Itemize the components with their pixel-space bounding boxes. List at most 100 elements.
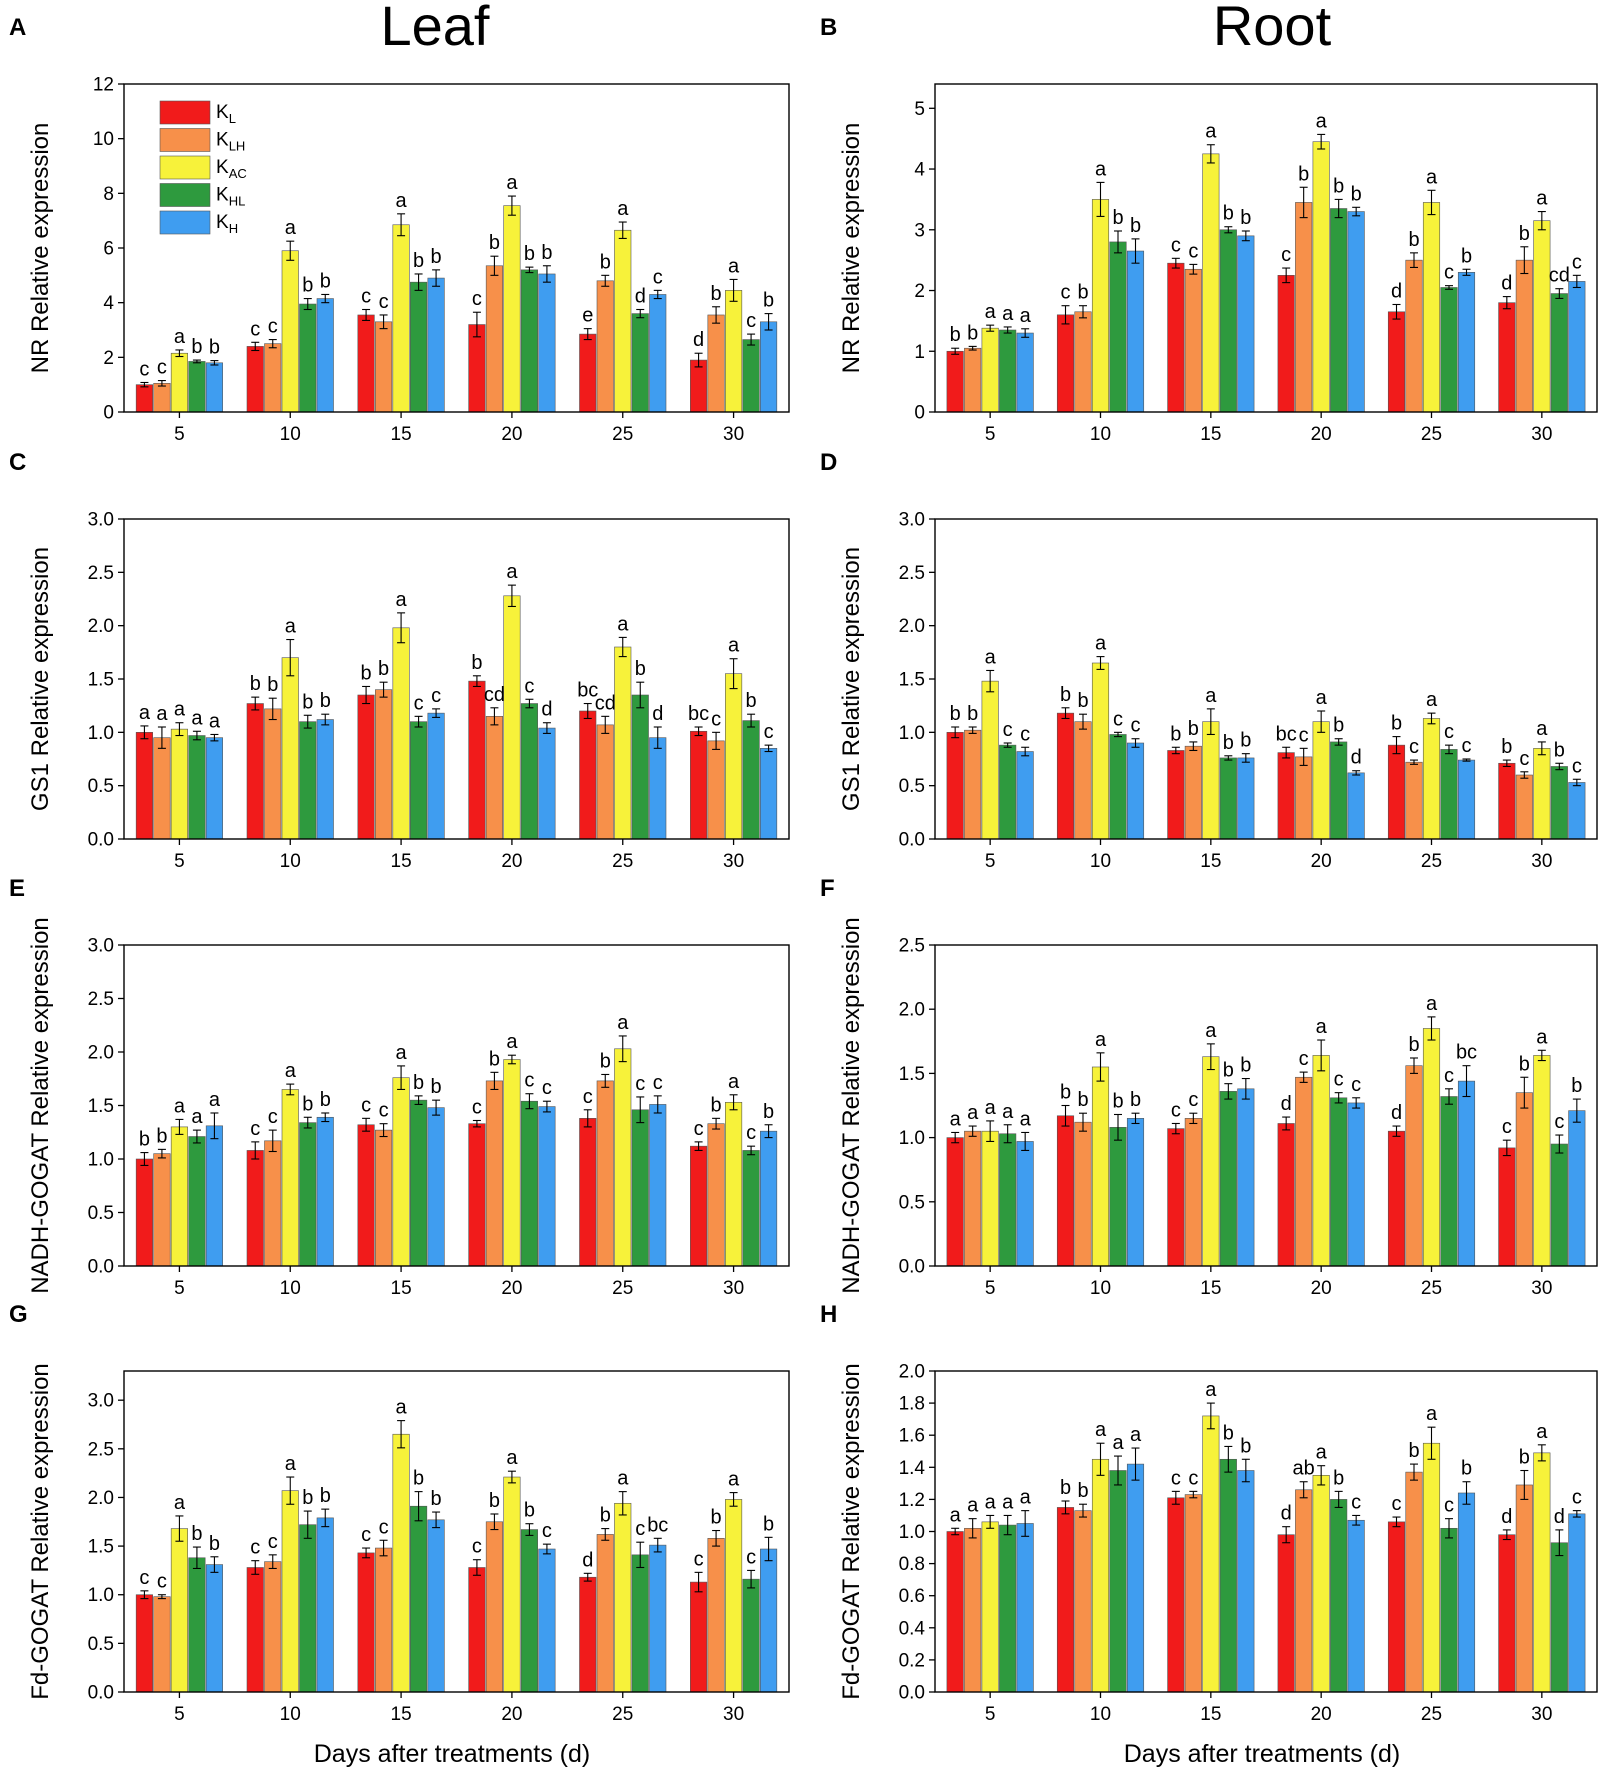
x-tick-label-e: 30: [723, 1278, 744, 1299]
bar-klh: [1295, 756, 1313, 840]
bar-kl: [1387, 1521, 1406, 1693]
significance-letter: c: [746, 1546, 756, 1568]
x-tick-label-a: 25: [612, 424, 633, 445]
significance-letter: a: [285, 1453, 297, 1475]
significance-letter: c: [379, 1516, 389, 1538]
y-axis-label-a: NR Relative expression: [27, 123, 54, 374]
significance-letter: b: [1223, 203, 1234, 225]
bar-khl: [410, 1099, 428, 1267]
bar-khl: [631, 313, 649, 413]
bar-kh: [760, 1130, 778, 1267]
x-axis-title-root: Days after treatments (d): [1124, 1740, 1400, 1768]
y-tick-label-b: 4: [914, 160, 925, 181]
bar-kl: [246, 1150, 264, 1267]
significance-letter: a: [191, 707, 203, 729]
bar-kh: [427, 1519, 445, 1693]
significance-letter: c: [472, 1096, 482, 1118]
bar-kl: [135, 1158, 153, 1267]
bar-kh: [1126, 1118, 1145, 1267]
bar-kl: [1498, 1147, 1516, 1267]
bar-kh: [1568, 782, 1586, 840]
y-tick-label-h: 0.0: [899, 1683, 925, 1704]
significance-letter: d: [1281, 1503, 1292, 1525]
significance-letter: b: [524, 243, 535, 265]
bar-klh: [1184, 1118, 1202, 1267]
bar-khl: [1109, 1127, 1127, 1267]
x-tick-label-b: 5: [985, 424, 996, 445]
significance-letter: b: [1170, 723, 1181, 745]
significance-letter: b: [1188, 718, 1199, 740]
significance-letter: c: [139, 1567, 149, 1589]
bar-klh: [153, 737, 171, 840]
significance-letter: c: [379, 1100, 389, 1122]
significance-letter: c: [250, 318, 260, 340]
bar-kl: [1498, 762, 1516, 840]
significance-letter: c: [653, 1072, 663, 1094]
y-axis-label-d: GS1 Relative expression: [838, 547, 865, 811]
bar-khl: [1550, 766, 1568, 840]
bar-kh: [1126, 250, 1145, 413]
bar-kh: [760, 1548, 778, 1693]
significance-letter: a: [1205, 1020, 1217, 1042]
significance-letter: c: [1113, 708, 1123, 730]
bar-kl: [1498, 302, 1516, 413]
x-tick-label-h: 25: [1421, 1704, 1442, 1725]
significance-letter: c: [1188, 1089, 1198, 1111]
x-tick-label-f: 5: [985, 1278, 996, 1299]
x-tick-label-a: 15: [391, 424, 412, 445]
x-tick-label-g: 5: [174, 1704, 185, 1725]
bar-kl: [135, 384, 153, 413]
legend-label-kl: KL: [216, 102, 236, 126]
bar-khl: [631, 1554, 649, 1693]
bar-khl: [742, 339, 760, 413]
bar-kh: [1237, 1088, 1255, 1267]
significance-letter: c: [1020, 723, 1030, 745]
bar-klh: [1405, 1065, 1423, 1267]
significance-letter: b: [489, 1490, 500, 1512]
significance-letter: a: [728, 635, 740, 657]
bar-khl: [999, 1133, 1017, 1267]
significance-letter: c: [361, 1094, 371, 1116]
plot-frame-b: [934, 83, 1598, 413]
panel-label-h: H: [820, 1301, 837, 1328]
bar-klh: [485, 1080, 503, 1267]
plot-frame-d: [934, 518, 1598, 840]
y-tick-label-d: 0.0: [899, 830, 925, 851]
significance-letter: b: [524, 1500, 535, 1522]
y-tick-label-c: 3.0: [88, 510, 114, 531]
bar-khl: [188, 735, 206, 840]
significance-letter: b: [361, 662, 372, 684]
y-tick-label-b: 5: [914, 99, 925, 120]
y-tick-label-f: 2.0: [899, 1000, 925, 1021]
significance-letter: a: [1316, 1442, 1328, 1464]
significance-letter: b: [1391, 713, 1402, 735]
significance-letter: a: [1205, 1379, 1217, 1401]
bar-kac: [1312, 721, 1330, 840]
significance-letter: b: [471, 652, 482, 674]
y-axis-label-g: Fd-GOGAT Relative expression: [27, 1363, 54, 1700]
significance-letter: c: [1061, 282, 1071, 304]
significance-letter: c: [472, 1536, 482, 1558]
significance-letter: d: [1554, 1506, 1565, 1528]
significance-letter: a: [728, 1071, 740, 1093]
significance-letter: c: [1572, 755, 1582, 777]
significance-letter: a: [396, 1042, 408, 1064]
plot-frame-g: [123, 1370, 790, 1693]
y-tick-label-d: 2.5: [899, 563, 925, 584]
bar-kac: [170, 352, 188, 413]
significance-letter: b: [320, 270, 331, 292]
x-tick-label-e: 25: [612, 1278, 633, 1299]
bar-kac: [392, 224, 410, 413]
significance-letter: b: [209, 1533, 220, 1555]
significance-letter: c: [1171, 234, 1181, 256]
significance-letter: c: [1188, 1467, 1198, 1489]
y-tick-label-f: 0.0: [899, 1257, 925, 1278]
bar-khl: [410, 721, 428, 840]
y-tick-label-g: 1.0: [88, 1585, 114, 1606]
bar-kac: [1202, 1415, 1220, 1693]
significance-letter: a: [156, 703, 168, 725]
significance-letter: c: [1171, 1467, 1181, 1489]
bar-kac: [1533, 1452, 1551, 1693]
legend-label-subscript: HL: [229, 194, 246, 209]
x-tick-label-f: 30: [1531, 1278, 1552, 1299]
